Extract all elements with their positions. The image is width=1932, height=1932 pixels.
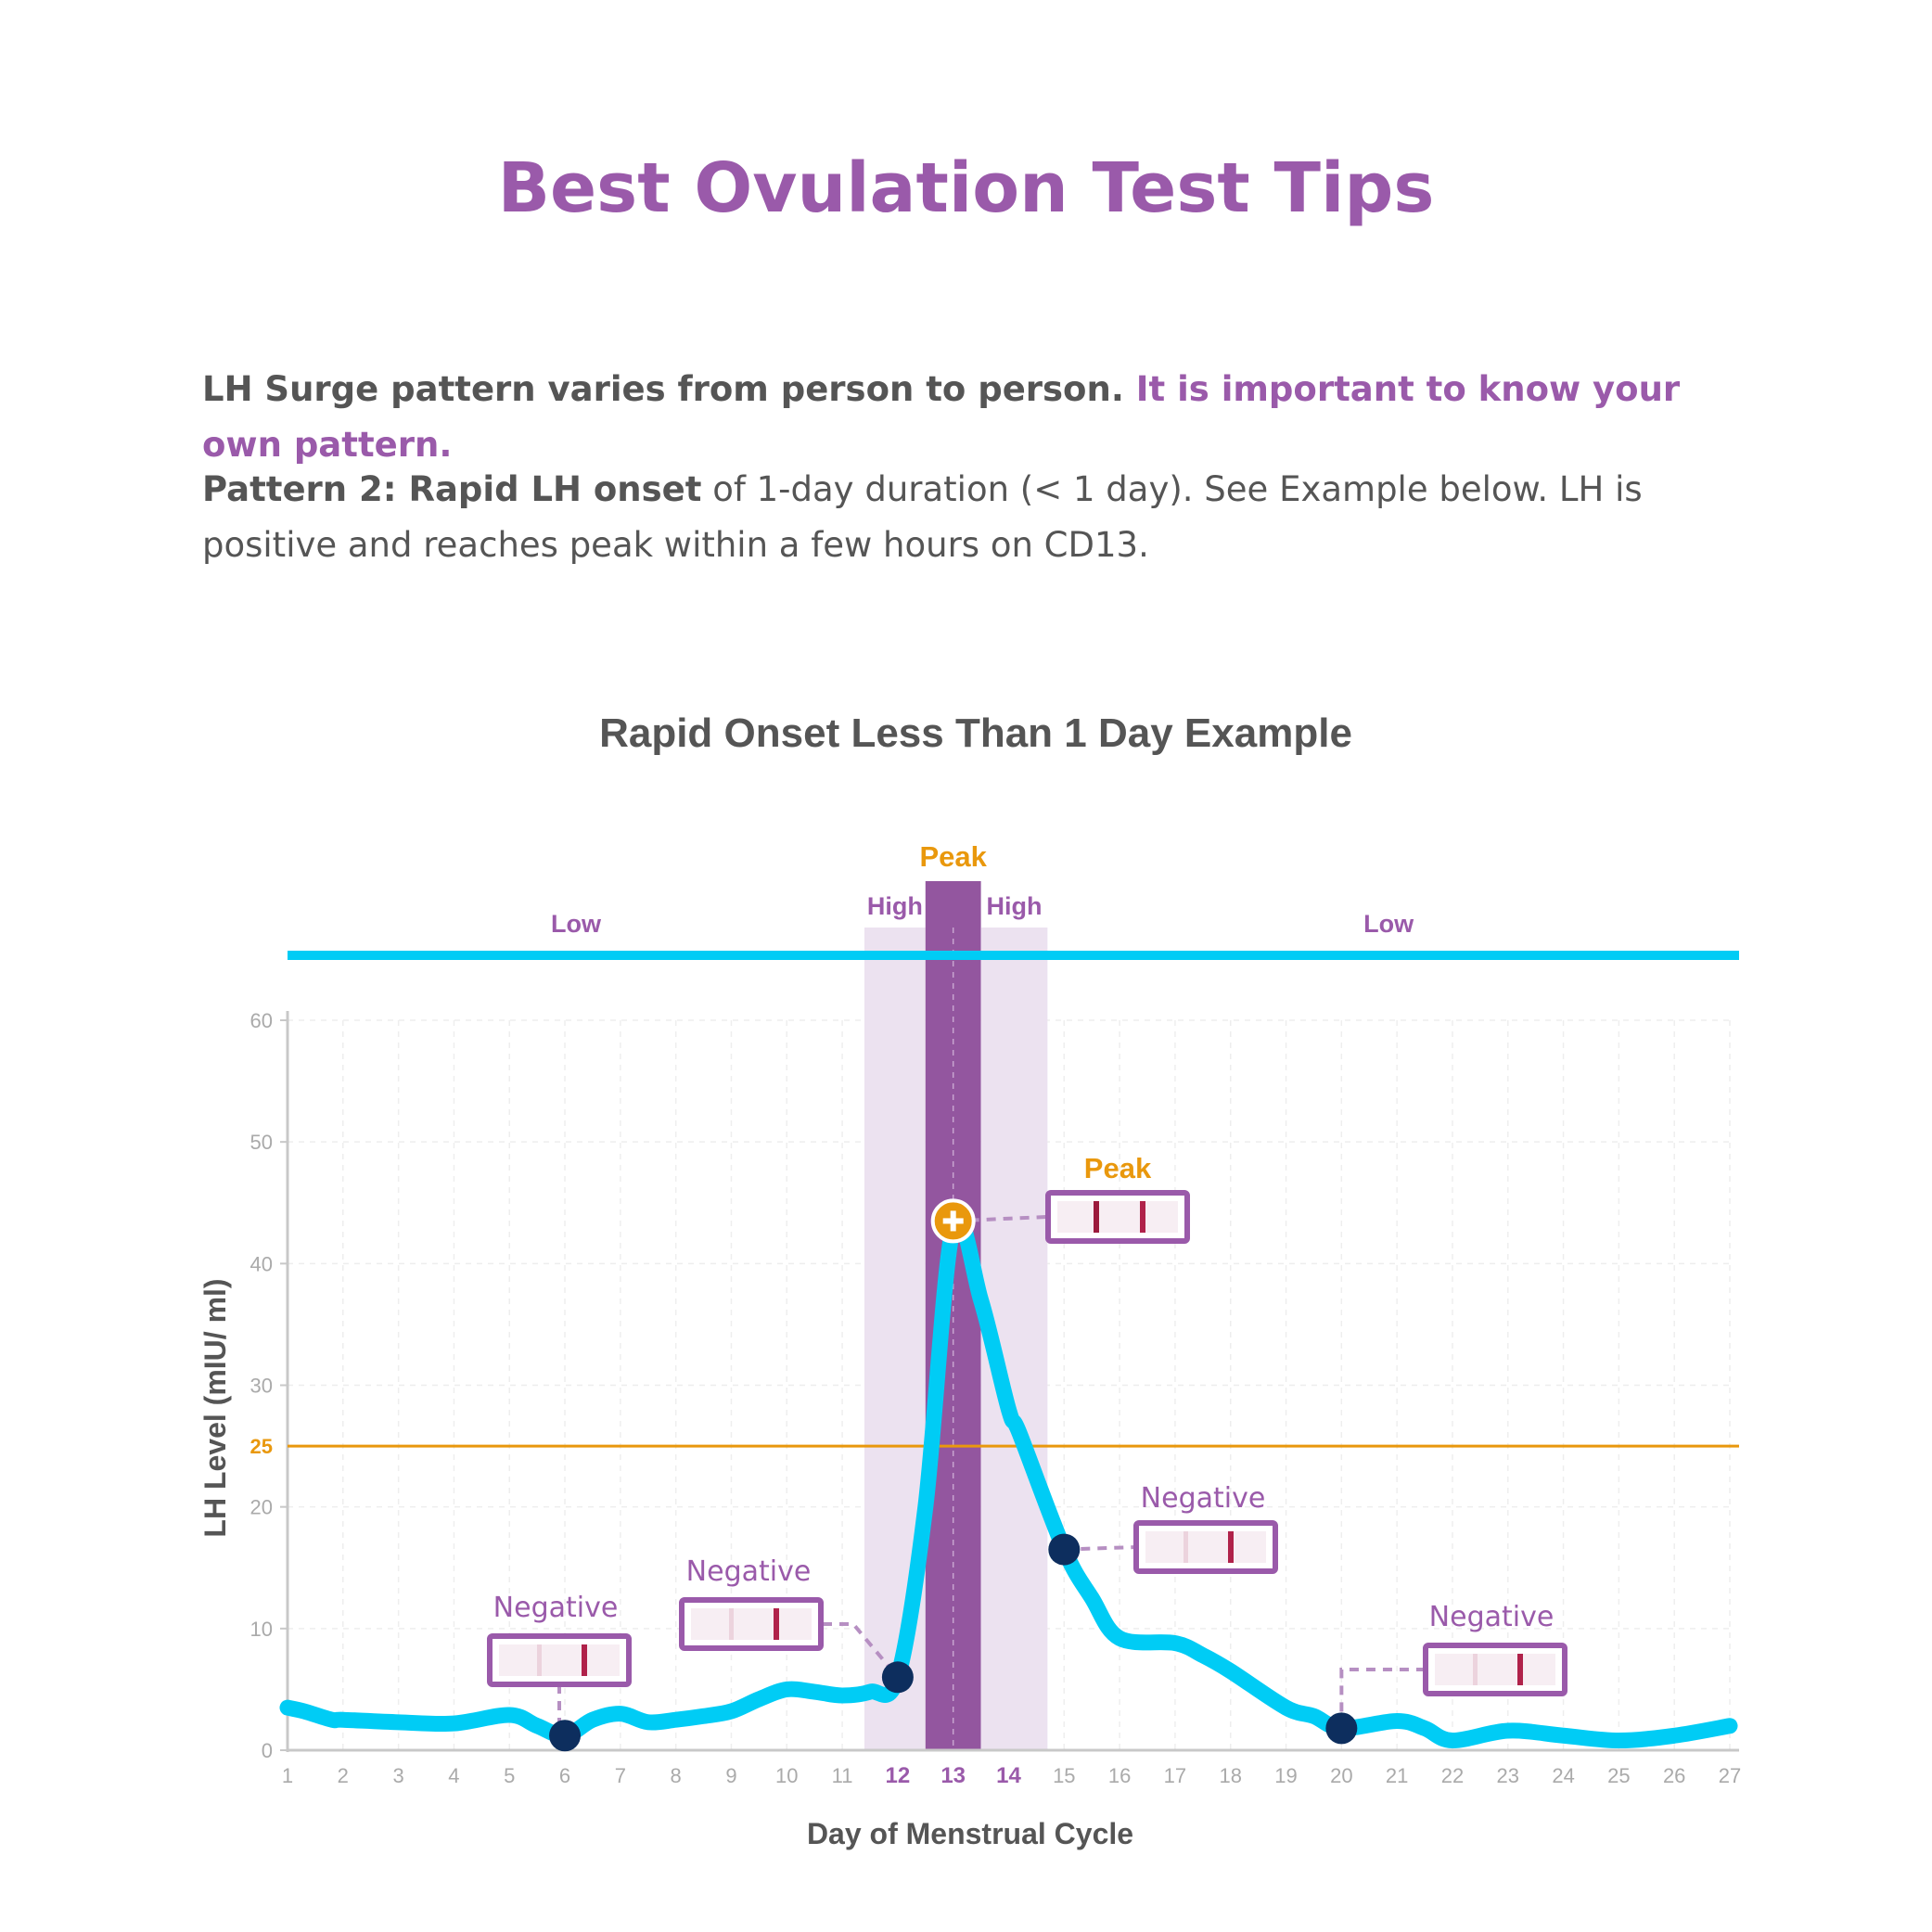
x-tick-label: 26 [1663, 1764, 1685, 1787]
plus-icon [950, 1210, 956, 1232]
x-tick-label: 6 [559, 1764, 570, 1787]
y-tick-label: 60 [250, 1009, 273, 1032]
test-line [1473, 1654, 1478, 1685]
test-strip [1045, 1190, 1190, 1244]
negative-result-label: Negative [493, 1592, 619, 1624]
test-strip [679, 1597, 824, 1651]
band-label-high: High [867, 892, 923, 920]
x-tick-label: 18 [1219, 1764, 1241, 1787]
test-line [1094, 1201, 1099, 1233]
intro-highlight-text: It is important to know your own pattern… [202, 369, 1681, 465]
control-line [774, 1608, 779, 1640]
x-tick-label: 12 [886, 1763, 911, 1788]
test-strip-window [1435, 1654, 1555, 1685]
test-strip-window [1145, 1531, 1266, 1563]
y-tick-label: 20 [250, 1496, 273, 1519]
band-label-low: Low [1363, 910, 1414, 938]
intro-paragraph: LH Surge pattern varies from person to p… [202, 362, 1760, 473]
x-tick-label: 20 [1330, 1764, 1352, 1787]
control-line [582, 1644, 587, 1676]
x-tick-label: 22 [1441, 1764, 1464, 1787]
x-tick-label: 7 [615, 1764, 626, 1787]
control-line [1140, 1201, 1145, 1233]
negative-result-label: Negative [1429, 1601, 1555, 1633]
x-tick-label: 15 [1053, 1764, 1075, 1787]
test-connector [1339, 1668, 1426, 1729]
x-tick-label: 3 [392, 1764, 403, 1787]
x-tick-label: 14 [996, 1763, 1021, 1788]
x-tick-label: 25 [1607, 1764, 1630, 1787]
test-strip-window [1057, 1201, 1178, 1233]
x-tick-label: 23 [1497, 1764, 1519, 1787]
intro-bold-text: LH Surge pattern varies from person to p… [202, 369, 1124, 409]
test-point-marker [881, 1661, 914, 1694]
x-tick-label: 11 [832, 1764, 853, 1787]
test-strip [1133, 1520, 1278, 1574]
chart-title: Rapid Onset Less Than 1 Day Example [599, 710, 1352, 756]
x-tick-label: 24 [1552, 1764, 1574, 1787]
band-label-low: Low [551, 910, 602, 938]
test-strip [487, 1633, 632, 1687]
test-connector [1064, 1545, 1137, 1552]
pattern-label: Pattern 2: Rapid LH onset [202, 469, 702, 509]
negative-result-label: Negative [686, 1555, 812, 1588]
y-tick-label: 50 [250, 1131, 273, 1154]
x-tick-label: 17 [1164, 1764, 1186, 1787]
control-line [1517, 1654, 1523, 1685]
test-strip [1423, 1643, 1567, 1696]
y-axis-label: LH Level (mIU/ ml) [198, 1278, 232, 1537]
x-axis-label: Day of Menstrual Cycle [807, 1817, 1133, 1850]
test-point-marker [549, 1720, 582, 1752]
test-line [729, 1608, 734, 1640]
test-point-marker [1048, 1533, 1081, 1566]
pattern-description: of 1-day duration (< 1 day). See Example… [202, 469, 1643, 565]
x-tick-label: 8 [671, 1764, 682, 1787]
x-tick-label: 16 [1108, 1764, 1131, 1787]
test-line [537, 1644, 542, 1676]
test-point-marker [1325, 1712, 1358, 1745]
x-tick-label: 2 [338, 1764, 349, 1787]
x-tick-label: 10 [775, 1764, 798, 1787]
y-tick-label: 10 [250, 1618, 273, 1641]
x-tick-label: 9 [725, 1764, 736, 1787]
test-line [1184, 1531, 1188, 1563]
x-tick-label: 27 [1719, 1764, 1741, 1787]
y-tick-label: 40 [250, 1252, 273, 1275]
band-label-peak: Peak [919, 840, 987, 873]
control-line [1228, 1531, 1234, 1563]
negative-result-label: Negative [1141, 1482, 1266, 1515]
band-label-high: High [986, 892, 1042, 920]
test-strip-window [691, 1608, 812, 1640]
x-tick-label: 21 [1386, 1764, 1408, 1787]
x-tick-label: 4 [448, 1764, 459, 1787]
x-tick-label: 19 [1274, 1764, 1297, 1787]
y-tick-label: 30 [250, 1375, 273, 1398]
test-strip-window [499, 1644, 620, 1676]
y-tick-label: 0 [262, 1739, 273, 1762]
x-tick-label: 13 [940, 1763, 966, 1788]
pattern-paragraph: Pattern 2: Rapid LH onset of 1-day durat… [202, 462, 1760, 573]
peak-result-label: Peak [1084, 1152, 1152, 1184]
threshold-label: 25 [250, 1435, 273, 1458]
x-tick-label: 1 [282, 1764, 293, 1787]
page-title: Best Ovulation Test Tips [497, 148, 1435, 228]
x-tick-label: 5 [504, 1764, 515, 1787]
